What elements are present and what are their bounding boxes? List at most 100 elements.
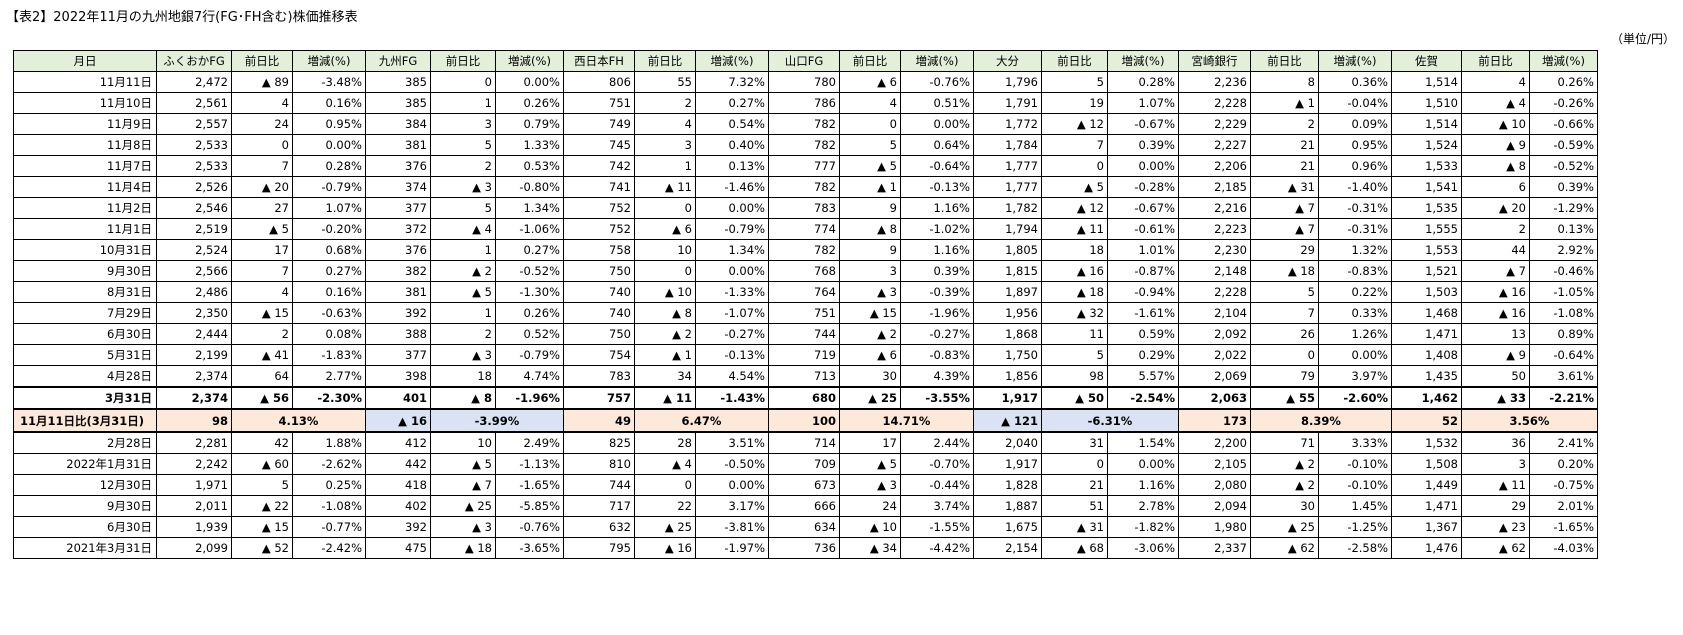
price-cell: 713 xyxy=(768,365,840,388)
pct-cell: -2.30% xyxy=(292,386,366,410)
price-cell: 1,794 xyxy=(973,218,1042,240)
price-cell: 412 xyxy=(365,431,431,454)
diff-cell: ▲ 7 xyxy=(430,474,496,496)
diff-cell: ▲ 3 xyxy=(430,344,496,366)
price-cell: 385 xyxy=(365,92,431,114)
pct-cell: -0.10% xyxy=(1318,453,1392,475)
header-diff: 前日比 xyxy=(430,50,496,72)
table-row: 7月29日 2,350 ▲ 15 -0.63% 392 1 0.26% 740 ▲ 8 -1.07… xyxy=(13,302,1598,324)
price-cell: 2,022 xyxy=(1178,344,1251,366)
price-cell: 1,435 xyxy=(1391,365,1462,388)
pct-cell: -0.79% xyxy=(495,344,564,366)
pct-cell: 1.45% xyxy=(1318,495,1392,517)
header-row: 月日 ふくおかFG 前日比 増減(%) 九州FG 前日比 増減(%) 西日本FH 前日比 増減(%… xyxy=(13,50,1598,72)
diff-cell: ▲ 15 xyxy=(231,302,293,324)
price-cell: 740 xyxy=(563,281,635,303)
price-cell: 740 xyxy=(563,302,635,324)
price-cell: 1,939 xyxy=(156,516,232,538)
comparison-pct: 3.56% xyxy=(1461,408,1598,433)
pct-cell: 1.16% xyxy=(900,197,974,219)
diff-cell: ▲ 2 xyxy=(430,260,496,282)
comparison-pct: 4.13% xyxy=(231,408,366,433)
price-cell: 376 xyxy=(365,155,431,177)
pct-cell: -1.13% xyxy=(495,453,564,475)
diff-cell: ▲ 5 xyxy=(839,155,901,177)
diff-cell: 26 xyxy=(1250,323,1319,345)
table-row: 11月2日 2,546 27 1.07% 377 5 1.34% 752 0 0.00% 783 9 1… xyxy=(13,197,1598,219)
price-cell: 666 xyxy=(768,495,840,517)
price-cell: 1,784 xyxy=(973,134,1042,156)
diff-cell: ▲ 10 xyxy=(634,281,696,303)
diff-cell: 3 xyxy=(430,113,496,135)
price-cell: 1,535 xyxy=(1391,197,1462,219)
price-cell: 774 xyxy=(768,218,840,240)
pct-cell: 1.07% xyxy=(292,197,366,219)
pct-cell: 1.16% xyxy=(900,239,974,261)
pct-cell: -0.61% xyxy=(1107,218,1179,240)
diff-cell: ▲ 16 xyxy=(1461,281,1530,303)
price-cell: 2,216 xyxy=(1178,197,1251,219)
diff-cell: 5 xyxy=(1041,344,1108,366)
diff-cell: ▲ 5 xyxy=(839,453,901,475)
pct-cell: -0.80% xyxy=(495,176,564,198)
pct-cell: 0.00% xyxy=(495,71,564,93)
pct-cell: -3.81% xyxy=(695,516,769,538)
diff-cell: ▲ 25 xyxy=(430,495,496,517)
diff-cell: 10 xyxy=(634,239,696,261)
diff-cell: 9 xyxy=(839,239,901,261)
diff-cell: 27 xyxy=(231,197,293,219)
diff-cell: ▲ 7 xyxy=(1250,197,1319,219)
diff-cell: 10 xyxy=(430,431,496,454)
diff-cell: 3 xyxy=(1461,453,1530,475)
price-cell: 2,228 xyxy=(1178,281,1251,303)
pct-cell: 0.00% xyxy=(1107,155,1179,177)
pct-cell: -2.54% xyxy=(1107,386,1179,410)
price-cell: 2,069 xyxy=(1178,365,1251,388)
price-cell: 1,533 xyxy=(1391,155,1462,177)
price-cell: 810 xyxy=(563,453,635,475)
date-cell: 6月30日 xyxy=(13,323,157,345)
pct-cell: 0.27% xyxy=(292,260,366,282)
diff-cell: ▲ 18 xyxy=(1041,281,1108,303)
diff-cell: ▲ 1 xyxy=(839,176,901,198)
price-cell: 2,526 xyxy=(156,176,232,198)
diff-cell: 44 xyxy=(1461,239,1530,261)
pct-cell: 1.34% xyxy=(495,197,564,219)
comparison-diff: 173 xyxy=(1178,408,1251,433)
unit-label: （単位/円） xyxy=(1610,32,1675,46)
diff-cell: ▲ 50 xyxy=(1041,386,1108,410)
pct-cell: 3.61% xyxy=(1529,365,1598,388)
date-cell: 2021年3月31日 xyxy=(13,537,157,559)
price-cell: 2,099 xyxy=(156,537,232,559)
comparison-label: 11月11日比(3月31日) xyxy=(13,408,157,433)
diff-cell: ▲ 12 xyxy=(1041,197,1108,219)
price-cell: 795 xyxy=(563,537,635,559)
pct-cell: -1.29% xyxy=(1529,197,1598,219)
pct-cell: -0.27% xyxy=(900,323,974,345)
price-cell: 2,566 xyxy=(156,260,232,282)
price-cell: 376 xyxy=(365,239,431,261)
price-cell: 1,782 xyxy=(973,197,1042,219)
diff-cell: ▲ 7 xyxy=(1250,218,1319,240)
price-cell: 1,521 xyxy=(1391,260,1462,282)
pct-cell: -1.96% xyxy=(495,386,564,410)
pct-cell: 0.26% xyxy=(495,92,564,114)
price-cell: 2,223 xyxy=(1178,218,1251,240)
pct-cell: 4.74% xyxy=(495,365,564,388)
diff-cell: 21 xyxy=(1041,474,1108,496)
price-cell: 2,092 xyxy=(1178,323,1251,345)
diff-cell: ▲ 8 xyxy=(1461,155,1530,177)
header-bank-name: 九州FG xyxy=(365,50,431,72)
price-cell: 709 xyxy=(768,453,840,475)
pct-cell: 4.39% xyxy=(900,365,974,388)
price-cell: 2,200 xyxy=(1178,431,1251,454)
date-cell: 9月30日 xyxy=(13,260,157,282)
price-cell: 1,514 xyxy=(1391,113,1462,135)
diff-cell: 2 xyxy=(430,155,496,177)
pct-cell: 0.68% xyxy=(292,239,366,261)
pct-cell: -0.66% xyxy=(1529,113,1598,135)
price-cell: 1,476 xyxy=(1391,537,1462,559)
price-cell: 1,868 xyxy=(973,323,1042,345)
price-cell: 1,471 xyxy=(1391,495,1462,517)
pct-cell: -1.02% xyxy=(900,218,974,240)
